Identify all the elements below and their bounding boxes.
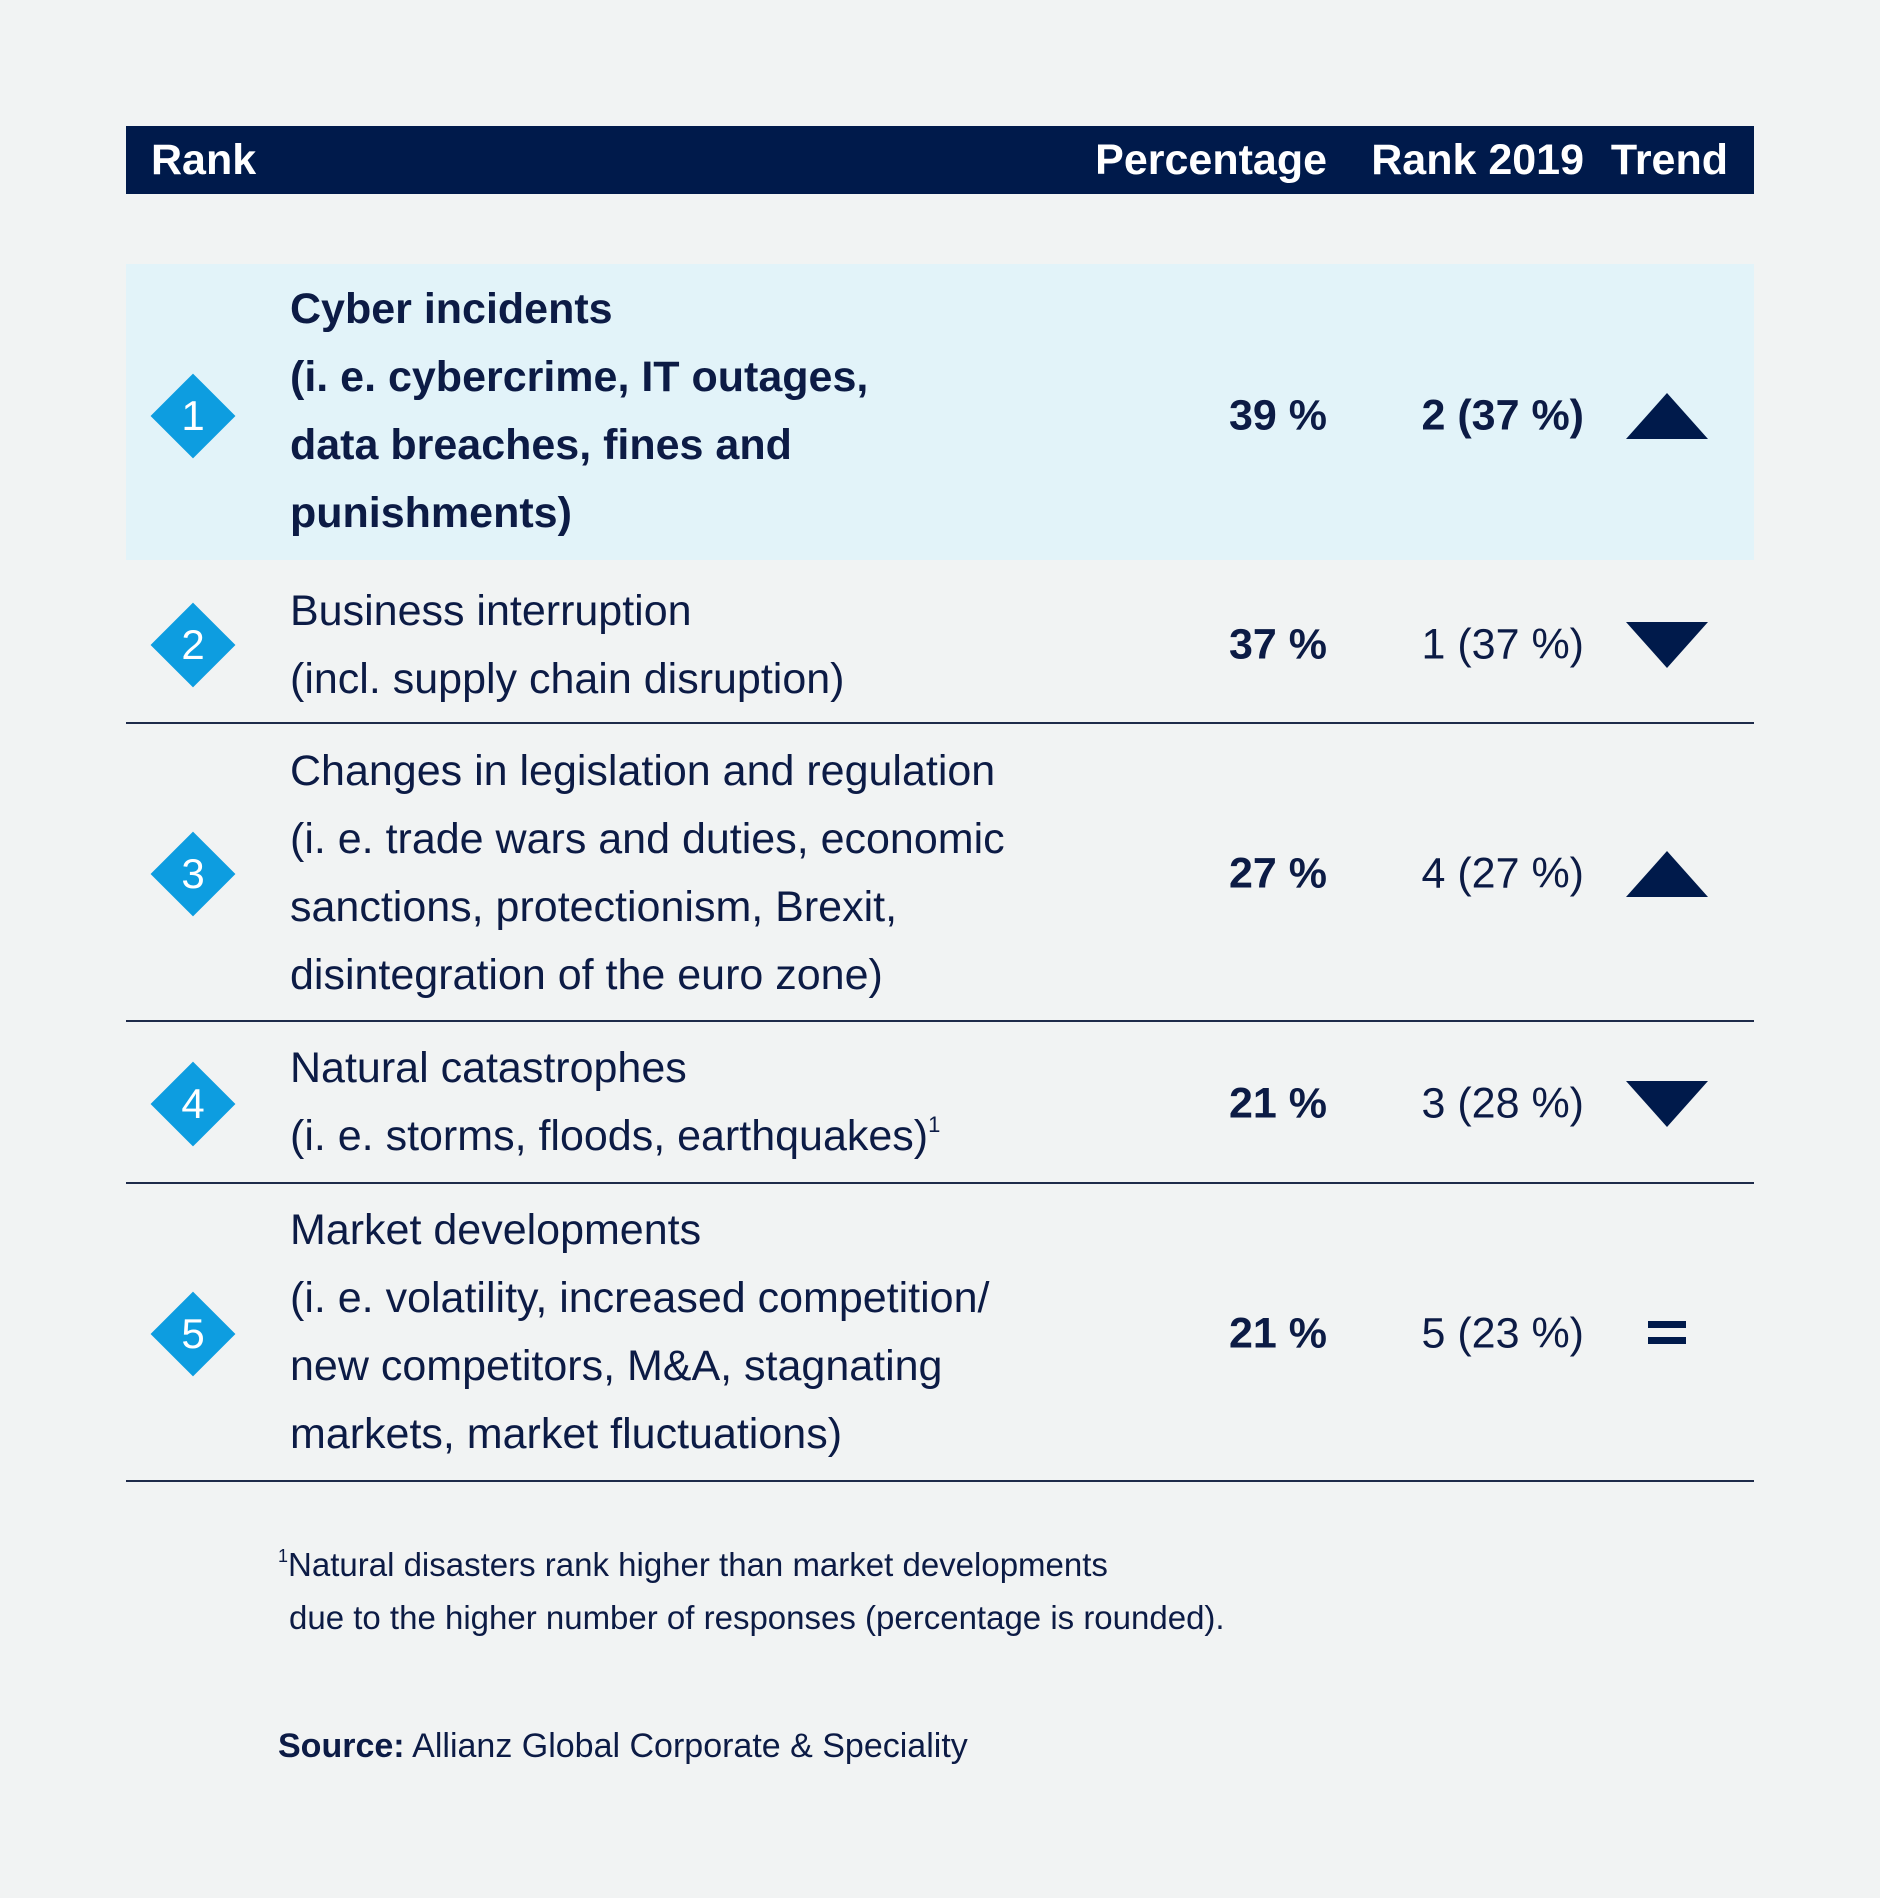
risk-title: Market developments (i. e. volatility, i…: [290, 1196, 989, 1468]
rank-number: 3: [181, 850, 205, 897]
risk-title-line: (i. e. volatility, increased competition…: [290, 1274, 990, 1322]
footnote-line: 1Natural disasters rank higher than mark…: [278, 1538, 1225, 1591]
risk-title-line: new competitors, M&A, stagnating: [290, 1342, 943, 1390]
table-header: Rank Percentage Rank 2019 Trend: [126, 126, 1754, 194]
header-rank: Rank: [151, 136, 257, 184]
percentage-value: 39 %: [1228, 391, 1327, 440]
percentage-value: 21 %: [1228, 1079, 1327, 1128]
risk-title-line: (i. e. cybercrime, IT outages,: [290, 353, 869, 401]
risk-title-line: (incl. supply chain disruption): [290, 655, 845, 703]
risk-title-line: Changes in legislation and regulation: [290, 747, 996, 795]
table-row: 3 Changes in legislation and regulation …: [126, 724, 1754, 1022]
rank-2019-value: 4 (27 %): [1421, 849, 1584, 898]
rank-2019-value: 3 (28 %): [1421, 1079, 1584, 1128]
footnote-line: due to the higher number of responses (p…: [289, 1599, 1225, 1636]
risk-title: Changes in legislation and regulation (i…: [290, 737, 1005, 1009]
risk-title-line: (i. e. trade wars and duties, economic: [290, 815, 1005, 863]
source-label: Source:: [278, 1727, 405, 1765]
risk-title-text: (i. e. storms, floods, earthquakes): [290, 1112, 929, 1160]
risk-title: Business interruption (incl. supply chai…: [290, 577, 845, 713]
risk-title-line: disintegration of the euro zone): [290, 951, 883, 999]
risk-title-line: Natural catastrophes: [290, 1044, 687, 1092]
rank-number: 1: [181, 392, 205, 439]
rank-diamond-icon: 3: [150, 831, 236, 917]
percentage-value: 21 %: [1228, 1309, 1327, 1358]
rank-number: 5: [181, 1310, 205, 1357]
rank-diamond-icon: 4: [150, 1061, 236, 1147]
risk-title-line: markets, market fluctuations): [290, 1410, 843, 1458]
table-row: 4 Natural catastrophes (i. e. storms, fl…: [126, 1022, 1754, 1184]
risk-title-line: data breaches, fines and: [290, 421, 792, 469]
footnote-mark: 1: [928, 1112, 941, 1137]
rank-2019-value: 1 (37 %): [1421, 620, 1584, 669]
rank-number: 4: [181, 1080, 205, 1127]
footnote: 1Natural disasters rank higher than mark…: [278, 1538, 1225, 1644]
footnote-text: Natural disasters rank higher than marke…: [288, 1546, 1108, 1583]
header-rank-2019: Rank 2019: [1371, 136, 1584, 184]
source-text: Allianz Global Corporate & Speciality: [404, 1727, 968, 1765]
rank-diamond-icon: 5: [150, 1291, 236, 1377]
risk-title-line: Business interruption: [290, 587, 692, 635]
percentage-value: 37 %: [1228, 620, 1327, 669]
down-triangle-icon: [1626, 622, 1708, 668]
footnote-mark: 1: [278, 1546, 289, 1566]
up-triangle-icon: [1626, 851, 1708, 897]
source-note: Source: Allianz Global Corporate & Speci…: [278, 1727, 968, 1766]
risk-title-line: sanctions, protectionism, Brexit,: [290, 883, 898, 931]
table-row: 1 Cyber incidents (i. e. cybercrime, IT …: [126, 264, 1754, 560]
rank-2019-value: 5 (23 %): [1421, 1309, 1584, 1358]
percentage-value: 27 %: [1228, 849, 1327, 898]
header-percentage: Percentage: [1095, 136, 1327, 184]
risk-title: Cyber incidents (i. e. cybercrime, IT ou…: [290, 275, 868, 547]
equals-icon: [1626, 1311, 1708, 1357]
table-row: 5 Market developments (i. e. volatility,…: [126, 1184, 1754, 1482]
rank-number: 2: [181, 621, 205, 668]
down-triangle-icon: [1626, 1081, 1708, 1127]
header-trend: Trend: [1610, 136, 1728, 184]
risk-title-line: Market developments: [290, 1206, 702, 1254]
risk-title-line: (i. e. storms, floods, earthquakes)1: [290, 1102, 940, 1170]
rank-diamond-icon: 1: [150, 373, 236, 459]
rank-2019-value: 2 (37 %): [1421, 391, 1584, 440]
rank-diamond-icon: 2: [150, 602, 236, 688]
table-row: 2 Business interruption (incl. supply ch…: [126, 560, 1754, 724]
risk-title-line: punishments): [290, 489, 572, 537]
risk-title: Natural catastrophes (i. e. storms, floo…: [290, 1034, 940, 1170]
risk-title-line: Cyber incidents: [290, 285, 613, 333]
up-triangle-icon: [1626, 393, 1708, 439]
